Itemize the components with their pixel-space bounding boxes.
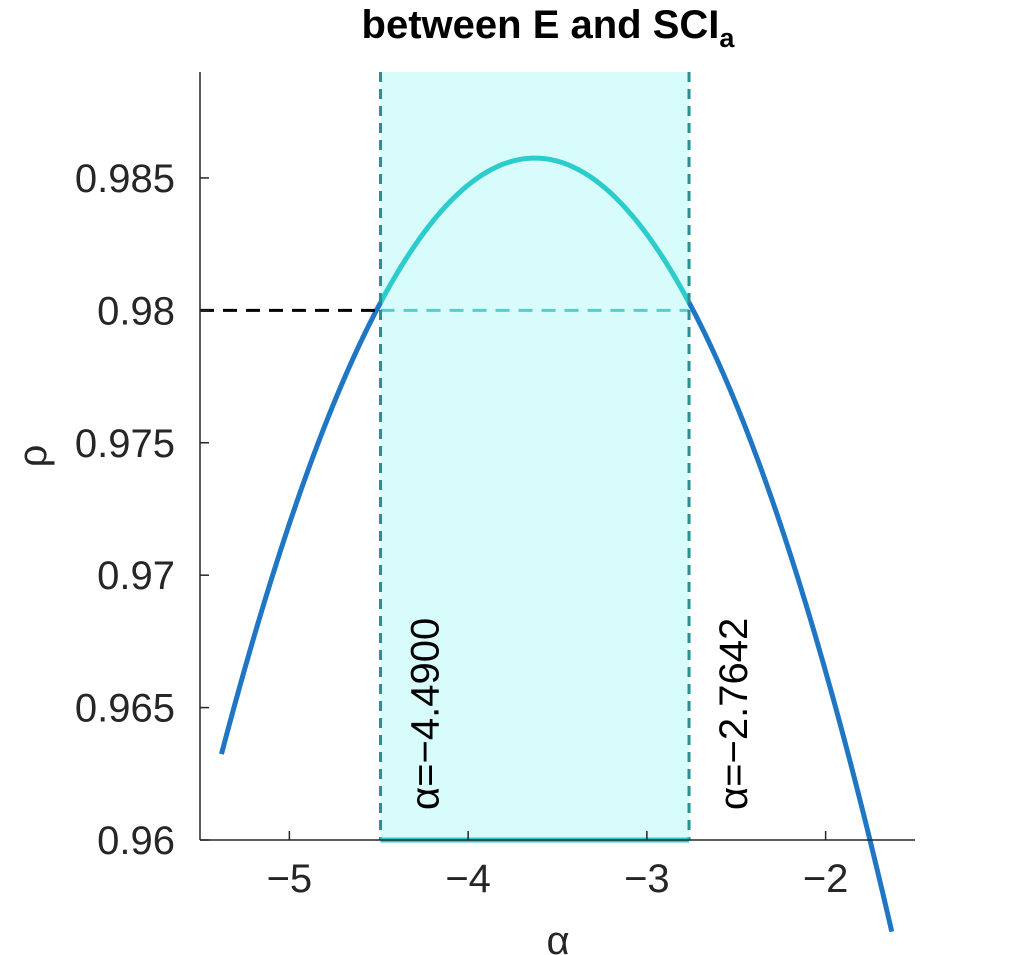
y-axis-label: ρ xyxy=(11,445,55,468)
y-tick-label: 0.985 xyxy=(75,157,175,201)
axes xyxy=(199,72,915,841)
interval-band xyxy=(380,72,690,840)
plot-area xyxy=(200,72,895,933)
y-tick-label: 0.96 xyxy=(97,819,175,863)
ticks: −5 −4 −3 −2 0.96 0.965 0.97 0.975 0.98 0.985 xyxy=(75,157,849,901)
chart-title-subscript: a xyxy=(719,23,735,53)
annotations: α=−4.4900 α=−2.7642 xyxy=(404,618,757,810)
chart-title: between E and SCIa xyxy=(362,3,736,53)
y-tick-label: 0.975 xyxy=(75,422,175,466)
interval-annotation: α=−4.4900 xyxy=(404,618,448,810)
interval-annotation: α=−2.7642 xyxy=(712,618,756,810)
x-tick-label: −3 xyxy=(624,857,670,901)
curve-right-segment xyxy=(686,301,895,933)
curve-highlight-segment xyxy=(378,155,692,304)
y-tick-label: 0.97 xyxy=(97,554,175,598)
x-tick-label: −2 xyxy=(803,857,849,901)
x-tick-label: −5 xyxy=(267,857,313,901)
x-tick-label: −4 xyxy=(445,857,491,901)
x-axis-label: α xyxy=(546,919,569,955)
y-tick-label: 0.965 xyxy=(75,687,175,731)
curve-left-segment xyxy=(219,301,383,755)
chart-title-main: between E and SCI xyxy=(362,3,720,47)
y-tick-label: 0.98 xyxy=(97,289,175,333)
